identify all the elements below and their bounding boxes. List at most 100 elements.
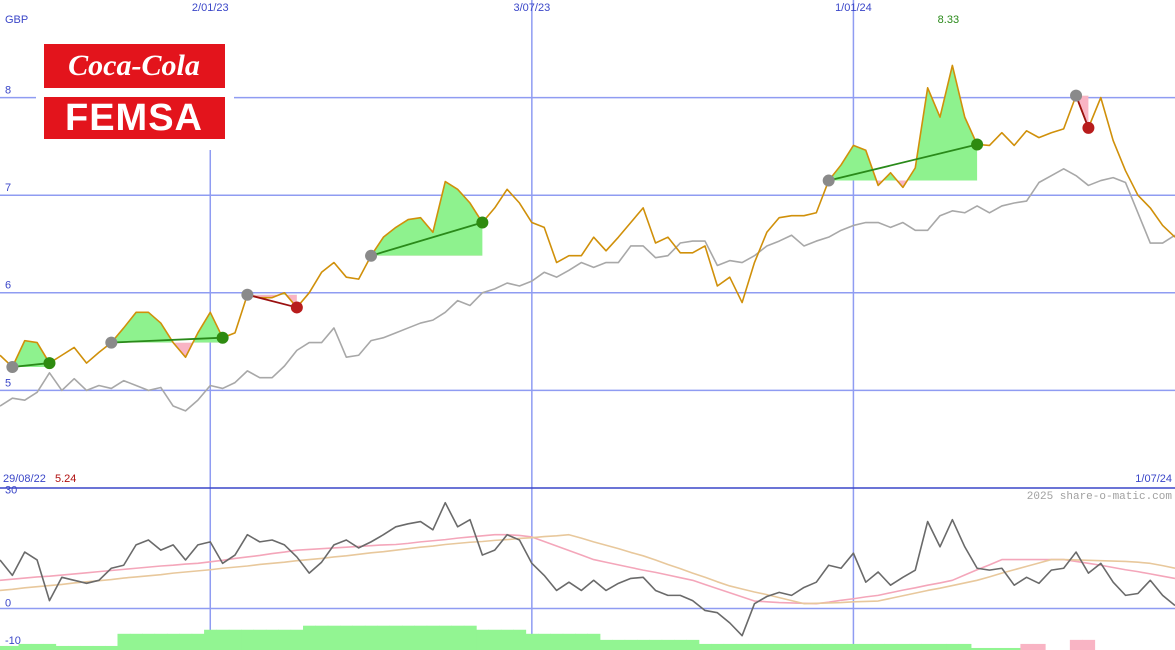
x-tick-label: 3/07/23: [513, 2, 550, 14]
signal-start-dot: [241, 288, 254, 301]
histogram-bar: [401, 625, 415, 650]
signal-end-dot: [216, 331, 229, 344]
histogram-bar: [414, 625, 428, 650]
histogram-bar: [871, 643, 885, 650]
histogram-bar: [1032, 643, 1046, 650]
histogram-bar: [735, 643, 749, 650]
histogram-bar: [1020, 643, 1034, 650]
histogram-bar: [463, 625, 477, 650]
signal-trend: [111, 336, 223, 344]
histogram-bar: [364, 625, 378, 650]
histogram-bar: [6, 645, 20, 650]
y-tick-label: -10: [5, 635, 21, 647]
histogram-bar: [958, 643, 972, 650]
start-value: 5.24: [55, 473, 76, 485]
histogram-bar: [983, 647, 997, 650]
histogram-bar: [1069, 639, 1083, 650]
histogram-bar: [834, 643, 848, 650]
histogram-bar: [686, 639, 700, 650]
histogram-bar: [995, 647, 1009, 650]
histogram-bar: [129, 633, 143, 650]
histogram-bar: [538, 633, 551, 650]
signal-start-dot: [365, 249, 378, 262]
histogram-bar: [303, 625, 316, 650]
histogram-bar: [315, 625, 329, 650]
logo-brand: Coca-Cola: [68, 49, 200, 82]
histogram-bar: [674, 639, 687, 650]
histogram-bar: [476, 629, 490, 650]
histogram-bar: [43, 643, 57, 650]
signal-start-dot: [1070, 89, 1083, 102]
histogram-bar: [785, 643, 799, 650]
histogram-bar: [18, 643, 32, 650]
signal-start-dot: [822, 174, 835, 187]
histogram-bar: [265, 629, 279, 650]
histogram-bar: [0, 645, 7, 650]
histogram-bar: [253, 629, 267, 650]
histogram-bar: [389, 625, 403, 650]
y-tick-label: 8: [5, 85, 11, 97]
histogram-bar: [439, 625, 452, 650]
signal-start-dot: [105, 336, 118, 349]
series-line: [0, 533, 1175, 605]
histogram-bar: [859, 643, 873, 650]
histogram-bar: [847, 643, 861, 650]
histogram-bar: [1082, 639, 1096, 650]
histogram-bar: [142, 633, 156, 650]
histogram-bar: [117, 633, 131, 650]
logo-red-top: [44, 44, 225, 88]
histogram-bar: [921, 643, 935, 650]
histogram-bar: [1008, 647, 1021, 650]
histogram-bar: [525, 633, 539, 650]
histogram-bar: [587, 633, 601, 650]
histogram-bar: [500, 629, 514, 650]
histogram-bar: [191, 633, 205, 650]
histogram-bar: [290, 629, 304, 650]
credit: 2025 share-o-matic.com: [1027, 491, 1173, 503]
histogram-bar: [599, 639, 613, 650]
histogram-bar: [30, 643, 44, 650]
histogram-bar: [575, 633, 588, 650]
histogram-bar: [748, 643, 762, 650]
histogram-bar: [204, 629, 217, 650]
x-tick-label: 2/01/23: [192, 2, 229, 14]
signal-end-dot: [476, 216, 489, 229]
histogram-bar: [884, 643, 898, 650]
histogram-bar: [698, 643, 712, 650]
histogram-bar: [327, 625, 341, 650]
y-tick-label: 0: [5, 597, 11, 609]
x-tick-label: 1/01/24: [835, 2, 872, 14]
histogram-bar: [80, 645, 94, 650]
histogram-bar: [179, 633, 193, 650]
histogram-bar: [241, 629, 255, 650]
logo-company: FEMSA: [65, 97, 203, 139]
y-tick-label: 6: [5, 280, 11, 292]
histogram-bar: [278, 629, 292, 650]
histogram-bar: [624, 639, 638, 650]
signal-gain-fill: [371, 181, 483, 256]
signal-end-dot: [971, 138, 984, 151]
histogram-bar: [550, 633, 564, 650]
signal-end-dot: [290, 301, 303, 314]
signal-trend: [828, 143, 978, 182]
histogram-bar: [810, 643, 823, 650]
signal-trend: [370, 221, 483, 257]
histogram-bar: [711, 643, 725, 650]
histogram-bar: [451, 625, 465, 650]
y-tick-label: 7: [5, 182, 11, 194]
histogram-bar: [946, 643, 960, 650]
histogram-bar: [228, 629, 242, 650]
histogram-bar: [896, 643, 910, 650]
histogram-bar: [773, 643, 786, 650]
signal-trend: [12, 362, 50, 368]
signal-end-dot: [43, 357, 56, 370]
logo: Coca-Cola FEMSA: [36, 0, 234, 150]
max-value: 8.33: [938, 14, 959, 26]
signal-trend: [247, 293, 298, 309]
histogram-bar: [92, 645, 106, 650]
histogram-bar: [154, 633, 168, 650]
y-tick-label: 5: [5, 377, 11, 389]
histogram-bar: [426, 625, 440, 650]
